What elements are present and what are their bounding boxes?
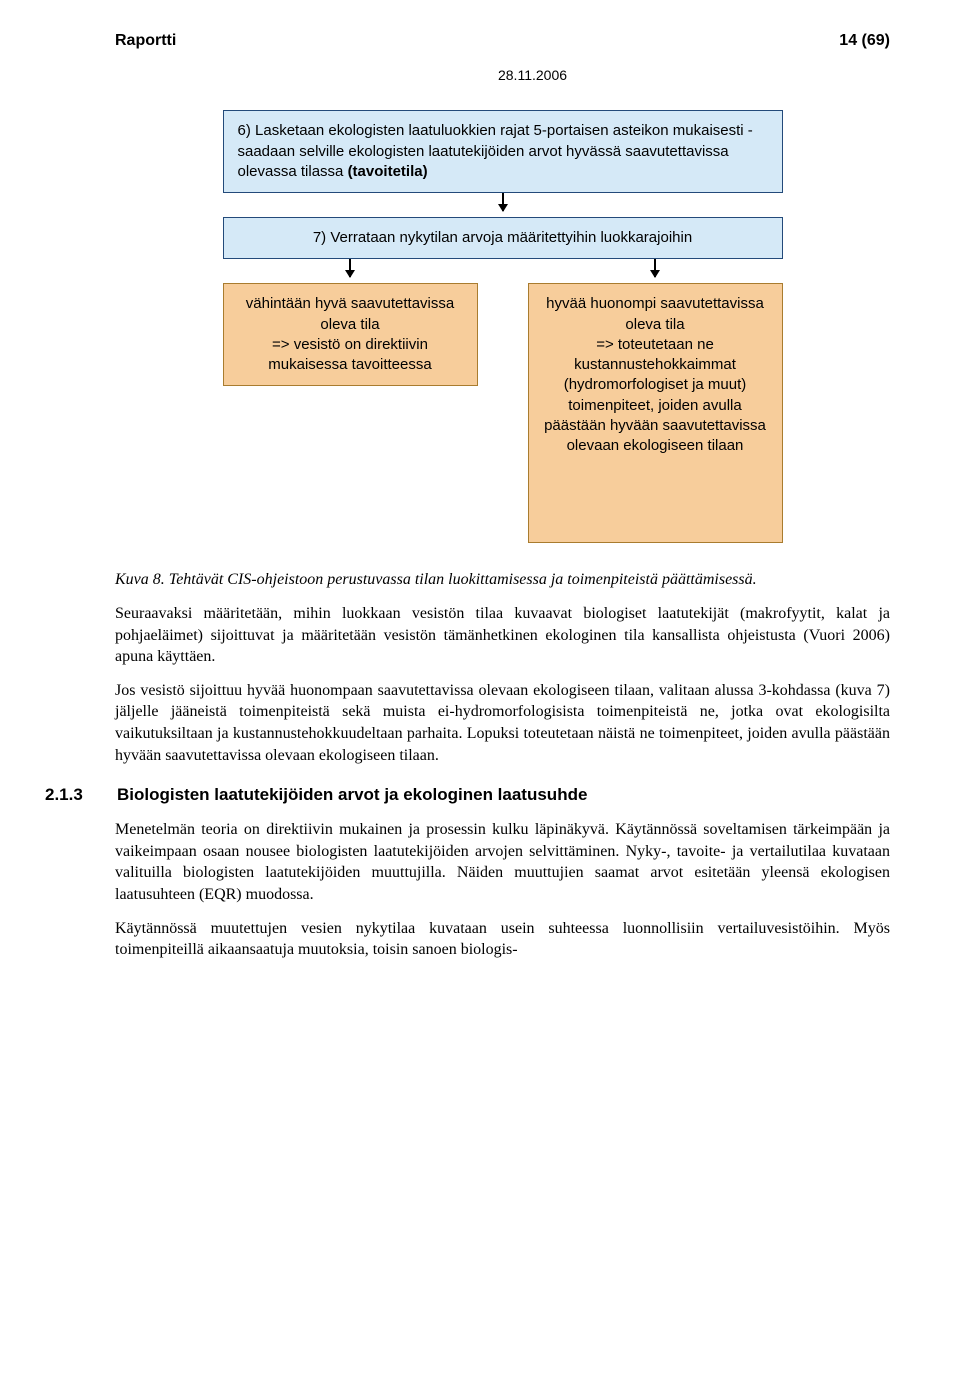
step6-text: 6) Lasketaan ekologisten laatuluokkien r…: [238, 122, 753, 180]
page-number: 14 (69): [839, 30, 890, 52]
outcome-right-text: hyvää huonompi saavutettavissa oleva til…: [541, 294, 770, 456]
section-heading: 2.1.3 Biologisten laatutekijöiden arvot …: [45, 784, 890, 807]
outcome-left-text: vähintään hyvä saavutettavissa oleva til…: [236, 294, 465, 375]
arrow-1: [223, 193, 783, 217]
doc-date: 28.11.2006: [175, 66, 890, 85]
step6-box: 6) Lasketaan ekologisten laatuluokkien r…: [223, 110, 783, 193]
left-branch: vähintään hyvä saavutettavissa oleva til…: [223, 259, 478, 543]
figure-caption: Kuva 8. Tehtävät CIS-ohjeistoon perustuv…: [115, 569, 890, 591]
step7-text: 7) Verrataan nykytilan arvoja määritetty…: [313, 229, 692, 246]
page-header: Raportti 14 (69): [115, 30, 890, 52]
section-number: 2.1.3: [45, 784, 95, 807]
flowchart: 6) Lasketaan ekologisten laatuluokkien r…: [223, 110, 783, 543]
paragraph-2: Jos vesistö sijoittuu hyvää huonompaan s…: [115, 680, 890, 766]
paragraph-4: Käytännössä muutettujen vesien nykytilaa…: [115, 918, 890, 961]
step7-box: 7) Verrataan nykytilan arvoja määritetty…: [223, 217, 783, 259]
paragraph-1: Seuraavaksi määritetään, mihin luokkaan …: [115, 603, 890, 668]
doc-type: Raportti: [115, 30, 176, 52]
outcome-right: hyvää huonompi saavutettavissa oleva til…: [528, 283, 783, 543]
outcome-left: vähintään hyvä saavutettavissa oleva til…: [223, 283, 478, 386]
paragraph-3: Menetelmän teoria on direktiivin mukaine…: [115, 819, 890, 905]
right-branch: hyvää huonompi saavutettavissa oleva til…: [528, 259, 783, 543]
section-title: Biologisten laatutekijöiden arvot ja eko…: [117, 784, 587, 807]
